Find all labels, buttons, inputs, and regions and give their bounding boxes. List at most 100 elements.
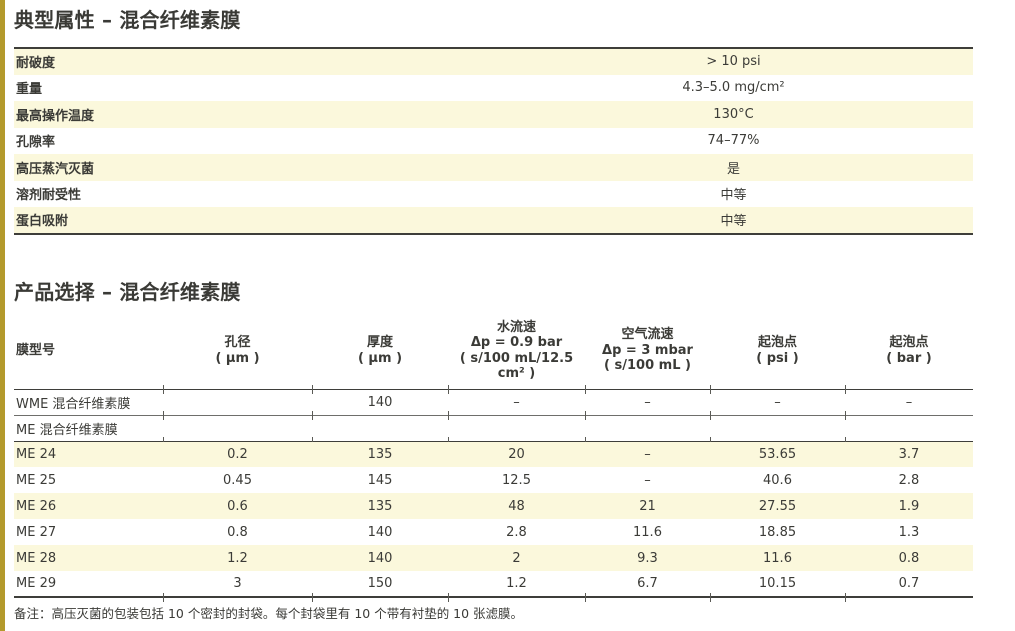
cell-bubble-psi: 27.55 bbox=[710, 493, 845, 519]
header-line: ( μm ) bbox=[215, 350, 260, 366]
header-line: ( μm ) bbox=[357, 350, 403, 366]
cell-air-flow: 11.6 bbox=[633, 524, 662, 540]
cell-bubble-psi: 40.6 bbox=[763, 472, 792, 488]
property-value: 中等 bbox=[720, 188, 747, 204]
cell-air-flow: – bbox=[644, 472, 651, 488]
property-row: 高压蒸汽灭菌 是 bbox=[14, 154, 973, 181]
property-row: 耐破度 > 10 psi bbox=[14, 48, 973, 75]
cell-thickness: 150 bbox=[312, 571, 449, 602]
cell-model: ME 混合纤维素膜 bbox=[14, 415, 164, 445]
cell-pore-size: 0.6 bbox=[163, 493, 312, 519]
typical-properties-section: 典型属性 – 混合纤维素膜 耐破度 > 10 psi 重量 4.3–5.0 mg… bbox=[14, 0, 973, 235]
cell-water-flow: 12.5 bbox=[502, 472, 531, 488]
col-header-pore-size: 孔径 ( μm ) bbox=[163, 312, 313, 393]
cell-pore-size: 0.8 bbox=[227, 524, 248, 540]
cell-air-flow: – bbox=[585, 441, 710, 467]
cell-empty bbox=[845, 415, 973, 442]
cell-model: ME 26 bbox=[14, 493, 163, 519]
col-header-air-flow: 空气流速 Δp = 3 mbar ( s/100 mL ) bbox=[585, 312, 711, 393]
cell-bubble-bar: 1.3 bbox=[898, 524, 920, 540]
property-row: 溶剂耐受性 中等 bbox=[14, 181, 973, 208]
cell-water-flow: 2 bbox=[448, 545, 585, 571]
product-row-me28: ME 28 1.2 140 2 9.3 11.6 0.8 bbox=[14, 545, 973, 571]
property-label: 耐破度 bbox=[14, 48, 494, 75]
cell-empty bbox=[710, 415, 846, 445]
cell-model: ME 25 bbox=[16, 472, 57, 488]
cell-pore-size: 0.2 bbox=[163, 441, 312, 467]
header-line: Δp = 3 mbar bbox=[602, 342, 693, 358]
header-line: 起泡点 bbox=[889, 335, 929, 350]
cell-empty bbox=[163, 415, 313, 445]
typical-properties-title: 典型属性 – 混合纤维素膜 bbox=[14, 8, 241, 32]
cell-bubble-psi: 18.85 bbox=[758, 524, 797, 540]
typical-properties-table: 耐破度 > 10 psi 重量 4.3–5.0 mg/cm² 最高操作温度 13… bbox=[14, 47, 973, 235]
cell-pore-size: 1.2 bbox=[163, 545, 312, 571]
property-label: 重量 bbox=[16, 82, 43, 98]
product-row-me29: ME 29 3 150 1.2 6.7 10.15 0.7 bbox=[14, 571, 973, 602]
cell-model: WME 混合纤维素膜 bbox=[14, 389, 164, 419]
property-row: 最高操作温度 130°C bbox=[14, 101, 973, 128]
cell-thickness: 145 bbox=[367, 472, 393, 488]
header-line: 水流速 bbox=[496, 319, 536, 335]
cell-empty bbox=[585, 415, 711, 445]
cell-pore-size bbox=[163, 389, 313, 419]
cell-water-flow: – bbox=[448, 389, 586, 419]
selection-header-row: 膜型号 孔径 ( μm ) 厚度 ( μm ) 水流速 Δp = 0.9 bar… bbox=[14, 312, 973, 393]
cell-water-flow: 1.2 bbox=[448, 571, 586, 602]
cell-thickness: 140 bbox=[312, 545, 448, 571]
cell-model: ME 27 bbox=[16, 524, 57, 540]
col-header-water-flow: 水流速 Δp = 0.9 bar ( s/100 mL/12.5 cm² ) bbox=[448, 312, 586, 393]
header-line: 膜型号 bbox=[16, 342, 56, 358]
col-header-membrane-type: 膜型号 bbox=[14, 312, 164, 393]
property-label: 孔隙率 bbox=[16, 135, 56, 151]
cell-water-flow: 20 bbox=[448, 441, 585, 467]
cell-empty bbox=[448, 415, 586, 445]
product-selection-title: 产品选择 – 混合纤维素膜 bbox=[14, 279, 241, 304]
property-value: 130°C bbox=[494, 101, 973, 128]
header-line: 起泡点 bbox=[757, 335, 797, 350]
footnote: 备注：高压灭菌的包装包括 10 个密封的封袋。每个封袋里有 10 个带有衬垫的 … bbox=[14, 606, 524, 621]
datasheet-page: 典型属性 – 混合纤维素膜 耐破度 > 10 psi 重量 4.3–5.0 mg… bbox=[14, 0, 973, 622]
property-value: 74–77% bbox=[707, 133, 760, 149]
cell-air-flow: 21 bbox=[585, 493, 710, 519]
cell-bubble-psi: 53.65 bbox=[710, 441, 845, 467]
cell-pore-size: 0.45 bbox=[223, 472, 252, 488]
header-line: ( bar ) bbox=[886, 350, 932, 366]
header-line: 孔径 bbox=[224, 335, 251, 350]
product-selection-table: 膜型号 孔径 ( μm ) 厚度 ( μm ) 水流速 Δp = 0.9 bar… bbox=[14, 312, 973, 602]
property-row: 重量 4.3–5.0 mg/cm² bbox=[14, 75, 973, 102]
property-row: 孔隙率 74–77% bbox=[14, 128, 973, 155]
cell-bubble-bar: 1.9 bbox=[845, 493, 973, 519]
cell-bubble-bar: 0.8 bbox=[845, 545, 973, 571]
page-accent-bar bbox=[0, 0, 5, 631]
cell-bubble-bar: 2.8 bbox=[898, 472, 920, 488]
product-row-wme: WME 混合纤维素膜 140 – – – – bbox=[14, 389, 973, 419]
property-label: 高压蒸汽灭菌 bbox=[14, 154, 494, 181]
header-line: 空气流速 bbox=[621, 327, 674, 343]
subsection-row-me: ME 混合纤维素膜 bbox=[14, 415, 973, 445]
header-line: Δp = 0.9 bar bbox=[470, 335, 563, 350]
cell-bubble-bar: 3.7 bbox=[845, 441, 973, 467]
cell-empty bbox=[312, 415, 449, 445]
header-line: ( s/100 mL/12.5 cm² ) bbox=[459, 350, 574, 382]
product-row-me24: ME 24 0.2 135 20 – 53.65 3.7 bbox=[14, 441, 973, 467]
col-header-thickness: 厚度 ( μm ) bbox=[312, 312, 449, 393]
cell-air-flow: 9.3 bbox=[585, 545, 710, 571]
property-value: 中等 bbox=[494, 207, 973, 234]
product-selection-section: 产品选择 – 混合纤维素膜 膜型号 孔径 ( μm ) 厚度 ( μm ) bbox=[14, 235, 973, 623]
cell-thickness: 140 bbox=[312, 389, 449, 419]
property-row: 蛋白吸附 中等 bbox=[14, 207, 973, 234]
cell-water-flow: 48 bbox=[448, 493, 585, 519]
header-line: 厚度 bbox=[366, 335, 393, 350]
cell-thickness: 135 bbox=[312, 441, 448, 467]
product-row-me25: ME 25 0.45 145 12.5 – 40.6 2.8 bbox=[14, 467, 973, 493]
product-row-me26: ME 26 0.6 135 48 21 27.55 1.9 bbox=[14, 493, 973, 519]
cell-model: ME 28 bbox=[14, 545, 163, 571]
property-label: 蛋白吸附 bbox=[14, 207, 494, 234]
cell-thickness: 135 bbox=[312, 493, 448, 519]
cell-water-flow: 2.8 bbox=[506, 524, 527, 540]
cell-pore-size: 3 bbox=[163, 571, 313, 602]
col-header-bubble-point-bar: 起泡点 ( bar ) bbox=[845, 312, 973, 390]
cell-bubble-psi: 10.15 bbox=[710, 571, 846, 602]
cell-air-flow: 6.7 bbox=[585, 571, 711, 602]
